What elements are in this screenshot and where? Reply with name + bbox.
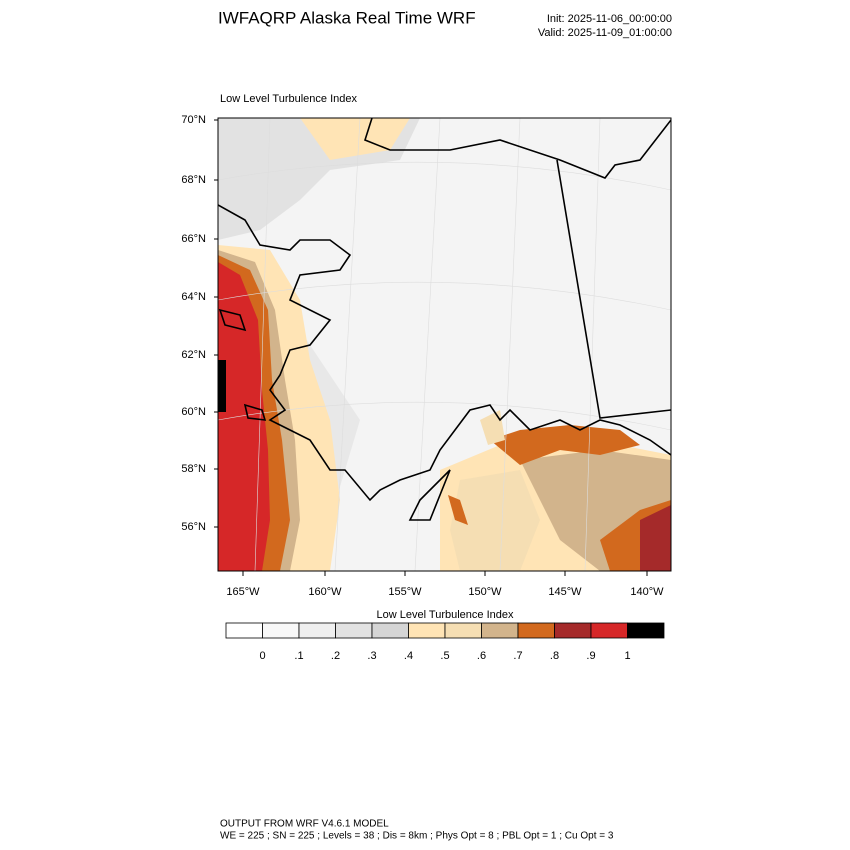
colorbar-box	[444, 622, 482, 639]
lon-label: 160°W	[308, 586, 342, 598]
colorbar-box	[371, 622, 409, 639]
colorbar-box	[481, 622, 519, 639]
lon-label: 165°W	[226, 586, 260, 598]
map-field	[218, 118, 671, 571]
lat-label: 58°N	[181, 463, 206, 475]
lon-label: 155°W	[388, 586, 422, 598]
colorbar-box	[554, 622, 592, 639]
lat-label: 60°N	[181, 406, 206, 418]
colorbar-label: 1	[624, 650, 630, 662]
lat-label: 64°N	[181, 291, 206, 303]
lat-label: 70°N	[181, 114, 206, 126]
colorbar-label: 0	[259, 650, 265, 662]
colorbar-box	[262, 622, 300, 639]
lon-label: 145°W	[548, 586, 582, 598]
colorbar-label: .3	[367, 650, 376, 662]
lat-label: 66°N	[181, 233, 206, 245]
colorbar-label: .2	[331, 650, 340, 662]
footer-line: WE = 225 ; SN = 225 ; Levels = 38 ; Dis …	[220, 831, 614, 842]
lat-label: 56°N	[181, 521, 206, 533]
lat-label: 62°N	[181, 349, 206, 361]
colorbar-label: .9	[586, 650, 595, 662]
colorbar-box	[627, 622, 665, 639]
map-frame	[217, 117, 672, 572]
valid-time: Valid: 2025-11-09_01:00:00	[538, 27, 672, 39]
colorbar-title: Low Level Turbulence Index	[377, 609, 514, 621]
colorbar-label: .4	[404, 650, 413, 662]
colorbar-box	[225, 622, 263, 639]
colorbar-label: .8	[550, 650, 559, 662]
init-time: Init: 2025-11-06_00:00:00	[547, 13, 672, 25]
page-title: IWFAQRP Alaska Real Time WRF	[218, 8, 476, 27]
colorbar-label: .6	[477, 650, 486, 662]
footer-line: OUTPUT FROM WRF V4.6.1 MODEL	[220, 819, 389, 830]
colorbar-label: .7	[513, 650, 522, 662]
lon-label: 150°W	[468, 586, 502, 598]
colorbar-box	[335, 622, 373, 639]
lat-label: 68°N	[181, 174, 206, 186]
colorbar-box	[590, 622, 628, 639]
colorbar-box	[517, 622, 555, 639]
colorbar-label: .1	[294, 650, 303, 662]
lon-label: 140°W	[630, 586, 664, 598]
colorbar-box	[408, 622, 446, 639]
colorbar-box	[298, 622, 336, 639]
colorbar-label: .5	[440, 650, 449, 662]
map-title: Low Level Turbulence Index	[220, 93, 357, 105]
